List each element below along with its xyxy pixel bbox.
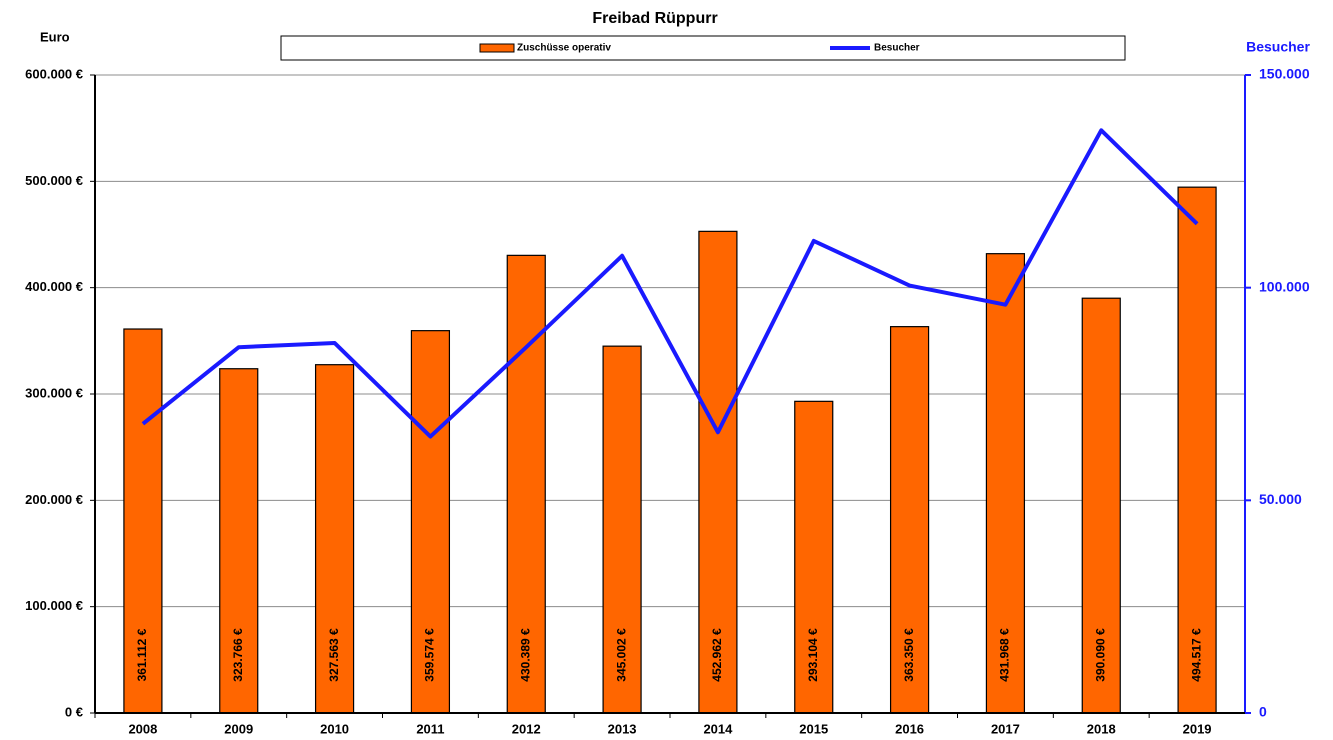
bar <box>219 368 259 714</box>
x-tick-label: 2010 <box>320 721 349 736</box>
bar <box>1177 186 1217 714</box>
bar-value-label: 361.112 € <box>135 628 149 681</box>
line <box>141 128 1199 439</box>
bar-value-label: 345.002 € <box>614 628 628 682</box>
bar-value-label: 363.350 € <box>902 628 916 682</box>
x-tick-label: 2013 <box>608 721 637 736</box>
x-tick-label: 2011 <box>416 721 444 736</box>
y-tick-label: 400.000 € <box>25 279 83 294</box>
bar <box>410 330 451 714</box>
y-tick-label: 200.000 € <box>25 492 83 507</box>
x-tick-label: 2014 <box>703 721 733 736</box>
y2-tick-label: 100.000 <box>1259 278 1310 294</box>
y-tick-label: 600.000 € <box>25 66 83 81</box>
legend-label: Zuschüsse operativ <box>517 43 611 54</box>
bar <box>506 254 546 714</box>
bar-value-label: 359.574 € <box>423 628 437 682</box>
bar-value-label: 494.517 € <box>1189 628 1203 682</box>
x-tick-label: 2018 <box>1087 721 1116 736</box>
chart-title: Freibad Rüppurr <box>592 10 717 27</box>
legend-label: Besucher <box>874 43 920 54</box>
x-tick-label: 2017 <box>991 721 1020 736</box>
y2-tick-label: 150.000 <box>1259 66 1310 82</box>
y-tick-label: 500.000 € <box>25 173 83 188</box>
bar-value-label: 293.104 € <box>806 628 820 682</box>
x-tick-label: 2019 <box>1183 721 1212 736</box>
x-tick-label: 2009 <box>224 721 253 736</box>
legend-box <box>280 35 1126 61</box>
y-tick-label: 100.000 € <box>25 598 83 613</box>
y-tick-label: 300.000 € <box>25 385 83 400</box>
y-axis-label: Euro <box>40 29 70 44</box>
x-tick-label: 2012 <box>512 721 541 736</box>
bar <box>1081 297 1121 714</box>
bar-value-label: 327.563 € <box>327 628 341 682</box>
y2-axis-label: Besucher <box>1246 39 1310 55</box>
bar <box>985 253 1026 714</box>
bar-value-label: 390.090 € <box>1093 628 1107 682</box>
x-tick-label: 2008 <box>128 721 157 736</box>
bar-value-label: 430.389 € <box>518 628 532 682</box>
y-tick-label: 0 € <box>65 704 83 719</box>
y2-tick-label: 50.000 <box>1259 491 1302 507</box>
x-tick-label: 2015 <box>799 721 828 736</box>
bar <box>602 345 642 714</box>
bar-value-label: 431.968 € <box>998 628 1012 682</box>
legend-swatch <box>479 43 515 53</box>
y2-tick-label: 0 <box>1259 704 1267 720</box>
bar-value-label: 323.766 € <box>231 628 245 682</box>
x-tick-label: 2016 <box>895 721 924 736</box>
bar <box>889 326 930 714</box>
bar <box>794 400 834 714</box>
bar-value-label: 452.962 € <box>710 628 724 682</box>
bar <box>123 328 163 714</box>
bar <box>698 230 738 714</box>
